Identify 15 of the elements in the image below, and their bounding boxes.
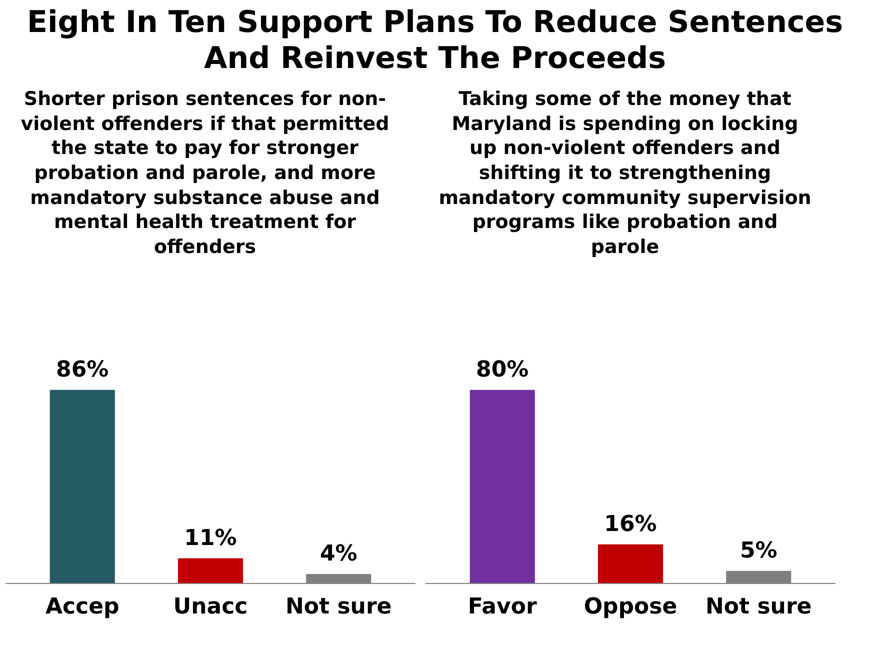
- data-label: 80%: [476, 357, 529, 382]
- x-tick-label: Favor: [468, 594, 537, 620]
- chart-subtitle: Shorter prison sentences for non-violent offenders if that permitted the state to pay for stronger probation and parole, and more mandatory substance abuse and mental health treatment for offenders: [20, 87, 390, 260]
- x-tick-label: Not sure: [286, 594, 392, 620]
- data-label: 16%: [604, 512, 657, 537]
- x-tick-label: Oppose: [584, 594, 678, 620]
- chart-title: Eight In Ten Support Plans To Reduce Sentences And Reinvest The Proceeds: [26, 5, 844, 77]
- data-label: 4%: [320, 542, 358, 567]
- x-tick-label: Not sure: [706, 594, 812, 620]
- x-tick-label: Unacc: [173, 594, 248, 620]
- chart-subtitle: Taking some of the money that Maryland is spending on locking up non-violent offenders and shifting it to strengthening mandatory community supervision programs like probation and parole: [438, 87, 812, 260]
- data-label: 5%: [740, 538, 778, 564]
- data-label: 86%: [56, 357, 109, 382]
- x-tick-label: Accep: [45, 594, 120, 620]
- data-label: 11%: [184, 526, 237, 551]
